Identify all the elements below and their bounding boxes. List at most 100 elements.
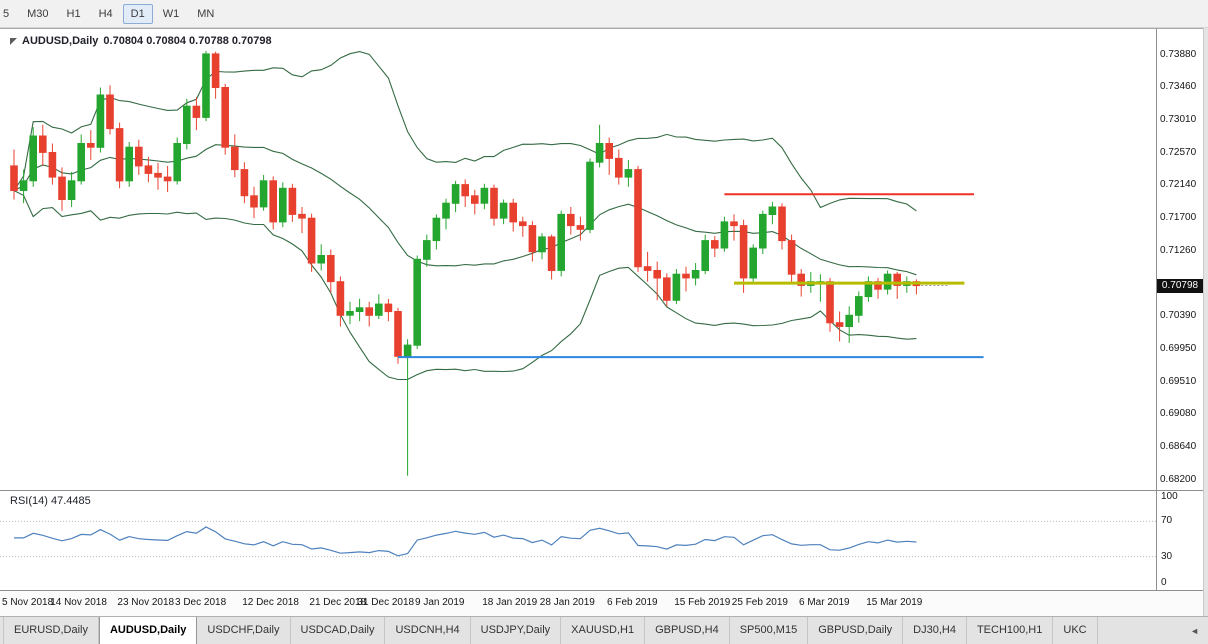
candle-body [538,236,546,253]
chart-symbol-period: AUDUSD,Daily [22,35,99,47]
timeframe-h1[interactable]: H1 [66,7,81,20]
window-right-edge [1203,28,1208,616]
candle-body [643,266,652,271]
candle-body [672,273,681,301]
candle-body [39,135,47,153]
chart-title: AUDUSD,Daily 0.70804 0.70804 0.70788 0.7… [10,35,272,47]
date-tick: 23 Nov 2018 [117,597,175,608]
tab-ukc[interactable]: UKC [1053,617,1098,644]
candle-body [547,236,556,271]
candle-body [595,143,604,163]
rsi-scale-tick: 30 [1161,550,1173,562]
tab-gbpusd-daily[interactable]: GBPUSD,Daily [808,617,904,644]
candle-body [749,247,758,279]
candle-body [682,273,690,279]
candle-body [835,322,844,327]
price-tick: 0.68200 [1160,473,1197,485]
candle-body [701,240,710,272]
chart-ohlc-values: 0.70804 0.70804 0.70788 0.70798 [103,35,272,47]
candle-body [202,53,210,118]
timeframe-5[interactable]: 5 [3,7,10,20]
date-tick: 28 Jan 2019 [539,597,595,608]
tab-dj30-h4[interactable]: DJ30,H4 [903,617,967,644]
tab-usdchf-daily[interactable]: USDCHF,Daily [197,617,291,644]
candle-body [67,180,76,201]
date-tick: 6 Mar 2019 [799,597,850,608]
candle-body [183,105,191,144]
rsi-label: RSI(14) 47.4485 [10,495,91,507]
date-tick: 6 Feb 2019 [607,597,658,608]
price-tick: 0.69510 [1160,375,1197,387]
candle-body [394,311,402,357]
candle-body [327,255,335,283]
candle-body [490,187,498,219]
tab-scroll-left-icon[interactable]: ◄ [1187,617,1202,644]
rsi-scale-tick: 70 [1161,515,1173,527]
candle-body [259,180,268,208]
date-tick: 3 Dec 2018 [175,597,227,608]
candle-body [288,187,297,215]
tab-eurusd-daily[interactable]: EURUSD,Daily [3,617,99,644]
price-tick: 0.72570 [1160,147,1197,159]
date-tick: 9 Jan 2019 [415,597,465,608]
tab-usdcnh-h4[interactable]: USDCNH,H4 [385,617,471,644]
price-tick: 0.69950 [1160,342,1197,354]
candle-body [461,184,469,197]
candle-body [211,53,220,88]
candle-body [19,180,28,192]
tab-xauusd-h1[interactable]: XAUUSD,H1 [561,617,646,644]
candle-body [125,146,134,182]
candle-body [893,273,902,286]
candle-body [365,307,373,316]
candle-body [826,281,834,324]
candle-body [413,258,421,346]
timeframe-d1[interactable]: D1 [122,3,153,24]
candle-body [605,143,614,159]
timeframe-h4[interactable]: H4 [98,7,113,20]
candle-body [711,240,719,249]
candle-body [567,213,575,227]
tab-usdcad-daily[interactable]: USDCAD,Daily [291,617,386,644]
candle-body [231,146,239,171]
candle-body [586,161,594,230]
price-tick: 0.73460 [1160,80,1197,92]
bollinger-lower [13,190,917,381]
candle-body [778,206,786,242]
timeframe-mn[interactable]: MN [197,7,215,20]
candle-body [298,213,306,219]
tab-tech100-h1[interactable]: TECH100,H1 [967,617,1054,644]
candle-body [845,314,854,327]
date-tick: 15 Feb 2019 [674,597,731,608]
main-chart-canvas[interactable] [0,29,1156,491]
timeframe-toolbar: 5 M30 H1 H4 D1 W1 MN [0,0,1208,28]
candle-body [557,213,566,271]
date-tick: 25 Feb 2019 [731,597,788,608]
tab-sp500-m15[interactable]: SP500,M15 [730,617,809,644]
chart-tabs: EURUSD,Daily AUDUSD,Daily USDCHF,Daily USDC… [0,617,1098,644]
date-axis[interactable]: 5 Nov 2018 14 Nov 2018 23 Nov 2018 3 Dec 20… [0,590,1208,616]
tab-gbpusd-h4[interactable]: GBPUSD,H4 [645,617,730,644]
candle-body [499,202,508,219]
candle-body [307,217,316,264]
chart-tab-bar: EURUSD,Daily AUDUSD,Daily USDCHF,Daily USDC… [0,616,1208,644]
candle-body [106,94,114,130]
price-scale[interactable]: 0.73880 0.73460 0.73010 0.72570 0.72140 0.717… [1157,29,1203,490]
tab-audusd-daily[interactable]: AUDUSD,Daily [98,617,198,644]
one-click-trading-icon[interactable] [10,37,17,45]
candle-body [269,180,277,223]
price-tick: 0.71260 [1160,245,1197,257]
date-tick: 12 Dec 2018 [242,597,299,608]
rsi-panel: RSI(14) 47.4485 100 70 30 0 [0,490,1208,590]
date-tick: 18 Jan 2019 [482,597,538,608]
candle-body [432,217,441,242]
timeframe-m30[interactable]: M30 [27,7,49,20]
current-price-badge: 0.70798 [1157,278,1203,293]
price-tick: 0.71700 [1160,212,1197,224]
rsi-scale-separator [1156,491,1157,590]
candle-body [115,128,124,182]
rsi-canvas[interactable] [0,491,1156,591]
candle-body [163,176,172,182]
timeframe-w1[interactable]: W1 [162,7,180,20]
tab-usdjpy-daily[interactable]: USDJPY,Daily [471,617,562,644]
candle-body [576,225,585,230]
